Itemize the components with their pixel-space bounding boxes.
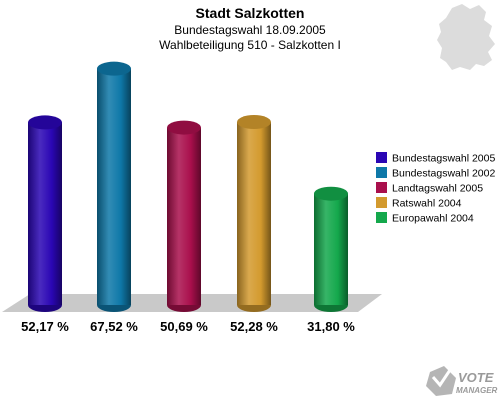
value-label-4: 52,28 %: [230, 319, 278, 334]
germany-map-icon: [437, 4, 495, 70]
legend-label-2: Bundestagswahl 2002: [392, 168, 495, 180]
legend-swatch-1: [376, 152, 387, 163]
legend-item-1: Bundestagswahl 2005: [376, 152, 495, 165]
legend: Bundestagswahl 2005 Bundestagswahl 2002 La…: [376, 152, 495, 225]
legend-item-2: Bundestagswahl 2002: [376, 167, 495, 180]
bar-4-body: [237, 122, 271, 306]
brand-text-vote: VOTE: [458, 370, 494, 385]
legend-swatch-4: [376, 197, 387, 208]
bar-2-body: [97, 68, 131, 306]
value-label-2: 67,52 %: [90, 319, 138, 334]
value-labels-group: 52,17 % 67,52 % 50,69 % 52,28 % 31,80 %: [21, 319, 355, 334]
brand-text-manager: MANAGER: [456, 386, 498, 395]
legend-label-4: Ratswahl 2004: [392, 198, 462, 210]
bar-3: [167, 120, 201, 312]
bar-3-body: [167, 127, 201, 306]
legend-swatch-3: [376, 182, 387, 193]
bar-1-cap: [28, 115, 62, 130]
legend-label-1: Bundestagswahl 2005: [392, 153, 495, 165]
bar-1-body: [28, 122, 62, 305]
bar-2-cap: [97, 61, 131, 76]
bar-2: [97, 61, 131, 312]
value-label-5: 31,80 %: [307, 319, 355, 334]
chart-subtitle-line-2: Wahlbeteiligung 510 - Salzkotten I: [159, 38, 341, 52]
legend-swatch-2: [376, 167, 387, 178]
legend-item-3: Landtagswahl 2005: [376, 182, 483, 195]
legend-item-5: Europawahl 2004: [376, 212, 474, 225]
bar-5: [314, 186, 348, 312]
bar-5-cap: [314, 186, 348, 201]
bar-1: [28, 115, 62, 312]
legend-label-5: Europawahl 2004: [392, 213, 474, 225]
legend-item-4: Ratswahl 2004: [376, 197, 462, 210]
bar-3-cap: [167, 120, 201, 135]
bar-5-body: [314, 193, 348, 305]
legend-swatch-5: [376, 212, 387, 223]
value-label-3: 50,69 %: [160, 319, 208, 334]
chart-title: Stadt Salzkotten: [196, 5, 305, 21]
vote-manager-logo-icon: [426, 366, 456, 396]
bar-4-cap: [237, 115, 271, 130]
legend-label-3: Landtagswahl 2005: [392, 183, 483, 195]
bars-group: [28, 61, 348, 312]
bar-4: [237, 115, 271, 312]
chart-subtitle-line-1: Bundestagswahl 18.09.2005: [174, 23, 326, 37]
value-label-1: 52,17 %: [21, 319, 69, 334]
